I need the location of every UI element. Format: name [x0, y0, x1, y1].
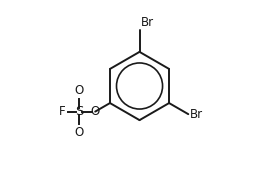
Text: Br: Br — [190, 108, 203, 121]
Text: S: S — [75, 105, 83, 118]
Text: O: O — [74, 126, 84, 139]
Text: Br: Br — [141, 16, 154, 29]
Text: O: O — [74, 84, 84, 97]
Text: O: O — [91, 105, 100, 118]
Text: F: F — [59, 105, 65, 118]
